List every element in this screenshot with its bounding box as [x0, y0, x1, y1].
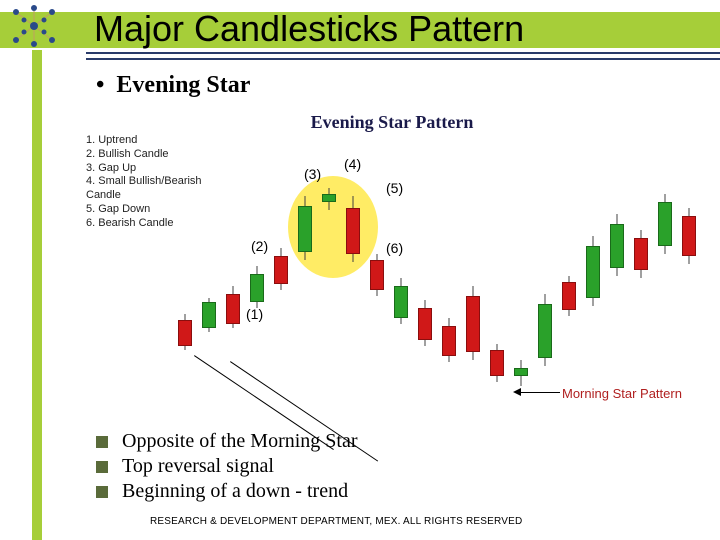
- candlestick: [346, 196, 360, 262]
- side-accent-bar: [32, 50, 42, 540]
- candlestick: [298, 196, 312, 260]
- candlestick: [442, 318, 456, 362]
- chart-annotation: (5): [386, 180, 403, 196]
- candlestick: [466, 286, 480, 360]
- morning-star-arrow: [520, 392, 560, 393]
- chart-annotation: (2): [251, 238, 268, 254]
- chart-annotation: (6): [386, 240, 403, 256]
- bullet-item: Top reversal signal: [96, 455, 358, 478]
- chart-annotation: (4): [344, 156, 361, 172]
- candlestick: [658, 194, 672, 254]
- chart-area: Evening Star Pattern 1. Uptrend2. Bullis…: [86, 112, 698, 412]
- candlestick: [490, 344, 504, 382]
- logo-icon: [4, 4, 64, 48]
- candlestick: [538, 294, 552, 366]
- candlestick: [370, 254, 384, 296]
- morning-star-label: Morning Star Pattern: [562, 386, 682, 401]
- candlestick: [514, 360, 528, 386]
- bullet-list: Opposite of the Morning StarTop reversal…: [96, 430, 358, 505]
- candlestick: [202, 298, 216, 332]
- candlestick: [322, 188, 336, 210]
- candlestick: [682, 208, 696, 264]
- candlestick: [226, 286, 240, 328]
- bullet-item: Beginning of a down - trend: [96, 480, 358, 503]
- candlestick: [250, 266, 264, 308]
- candlestick: [586, 236, 600, 306]
- subtitle: Evening Star: [96, 72, 250, 99]
- candlestick: [394, 278, 408, 324]
- candlestick: [274, 248, 288, 290]
- candlestick: [610, 214, 624, 276]
- arrow-head-icon: [513, 388, 521, 396]
- chart-title: Evening Star Pattern: [311, 112, 474, 133]
- header-rule-1: [86, 52, 720, 54]
- header-rule-2: [86, 58, 720, 60]
- candlestick: [634, 230, 648, 278]
- page-title: Major Candlesticks Pattern: [94, 8, 524, 50]
- candlestick: [562, 276, 576, 316]
- chart-annotation: (1): [246, 306, 263, 322]
- bullet-item: Opposite of the Morning Star: [96, 430, 358, 453]
- candlestick: [418, 300, 432, 346]
- footer-text: RESEARCH & DEVELOPMENT DEPARTMENT, MEX. …: [150, 516, 522, 527]
- chart-plot: (1)(2)(3)(4)(5)(6)Morning Star Pattern: [86, 136, 698, 396]
- chart-annotation: (3): [304, 166, 321, 182]
- candlestick: [178, 314, 192, 350]
